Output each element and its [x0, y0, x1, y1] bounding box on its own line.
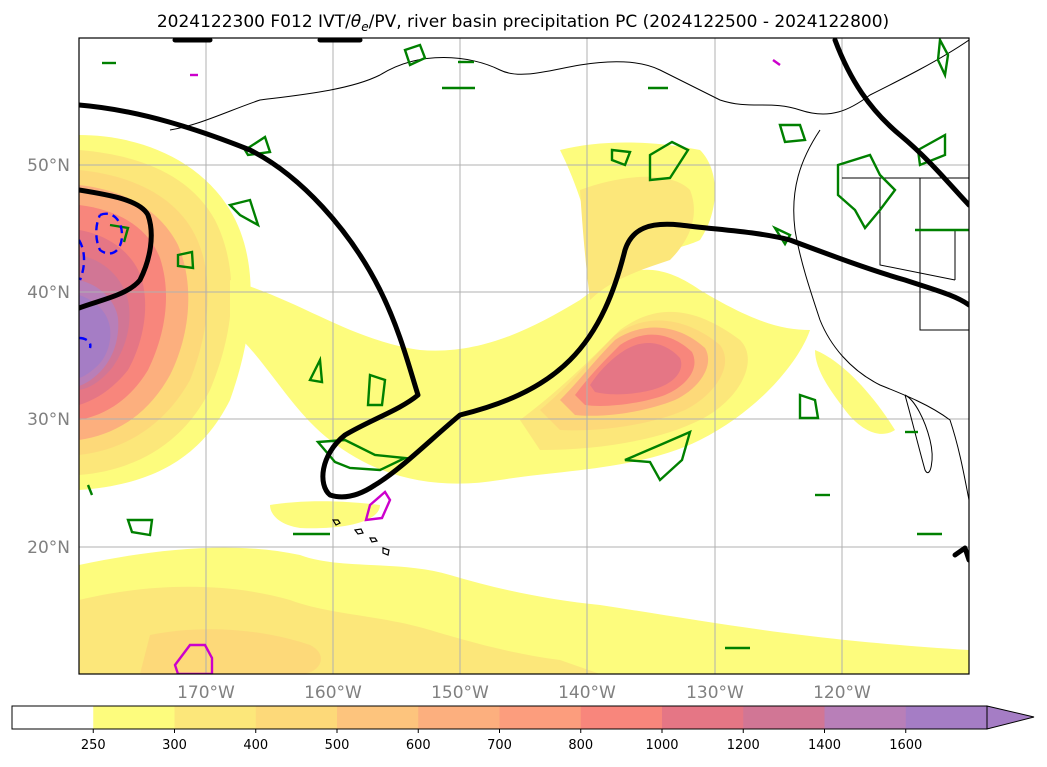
lat-label-30: 30°N	[27, 410, 70, 430]
ivt-plume-west	[79, 135, 251, 490]
map-frame	[78, 37, 970, 675]
colorbar-cell	[743, 706, 825, 729]
lon-label-130w: 130°W	[686, 683, 744, 703]
coastlines	[169, 39, 969, 501]
hawaii-islands	[331, 519, 390, 556]
colorbar-tick-label: 1000	[645, 738, 678, 753]
lon-label-170w: 170°W	[177, 683, 235, 703]
latitude-labels: 50°N 40°N 30°N 20°N	[27, 156, 70, 558]
colorbar-tick-label: 300	[162, 738, 187, 753]
lon-label-160w: 160°W	[304, 683, 362, 703]
colorbar-cell	[337, 706, 419, 729]
lon-label-150w: 150°W	[431, 683, 489, 703]
colorbar-tick-label: 500	[325, 738, 350, 753]
colorbar: 250 300 400 500 600 700 800 1000 1200 1400 1600	[11, 705, 1035, 753]
ivt-threshold-contours	[79, 38, 969, 563]
colorbar-cell	[255, 706, 338, 729]
graticule	[79, 38, 969, 674]
colorbar-tick-label: 1600	[889, 738, 922, 753]
colorbar-cell	[12, 706, 94, 729]
colorbar-tick-label: 250	[81, 738, 106, 753]
colorbar-extend-max	[986, 705, 1035, 730]
precip-contours	[173, 59, 781, 674]
map-area	[79, 38, 969, 674]
lat-label-50: 50°N	[27, 156, 70, 176]
lat-label-40: 40°N	[27, 283, 70, 303]
pv-contours	[86, 38, 969, 650]
colorbar-cell	[499, 706, 582, 729]
figure-title: 2024122300 F012 IVT/θe/PV, river basin p…	[157, 12, 889, 34]
colorbar-tick-label: 700	[487, 738, 512, 753]
ivt-band-central	[230, 142, 895, 529]
colorbar-cell	[580, 706, 663, 729]
colorbar-cell	[824, 706, 907, 729]
colorbar-cell	[418, 706, 500, 729]
longitude-labels: 170°W 160°W 150°W 140°W 130°W 120°W	[177, 683, 871, 703]
lat-label-20: 20°N	[27, 538, 70, 558]
colorbar-cell	[93, 706, 175, 729]
colorbar-cell	[662, 706, 744, 729]
colorbar-cell	[174, 706, 257, 729]
colorbar-tick-label: 800	[568, 738, 593, 753]
colorbar-tick-label: 600	[406, 738, 431, 753]
colorbar-tick-label: 400	[243, 738, 268, 753]
colorbar-tick-label: 1400	[808, 738, 841, 753]
lon-label-140w: 140°W	[558, 683, 616, 703]
colorbar-tick-label: 1200	[727, 738, 760, 753]
lon-label-120w: 120°W	[813, 683, 871, 703]
colorbar-cell	[905, 706, 988, 729]
negative-contours	[79, 212, 124, 349]
